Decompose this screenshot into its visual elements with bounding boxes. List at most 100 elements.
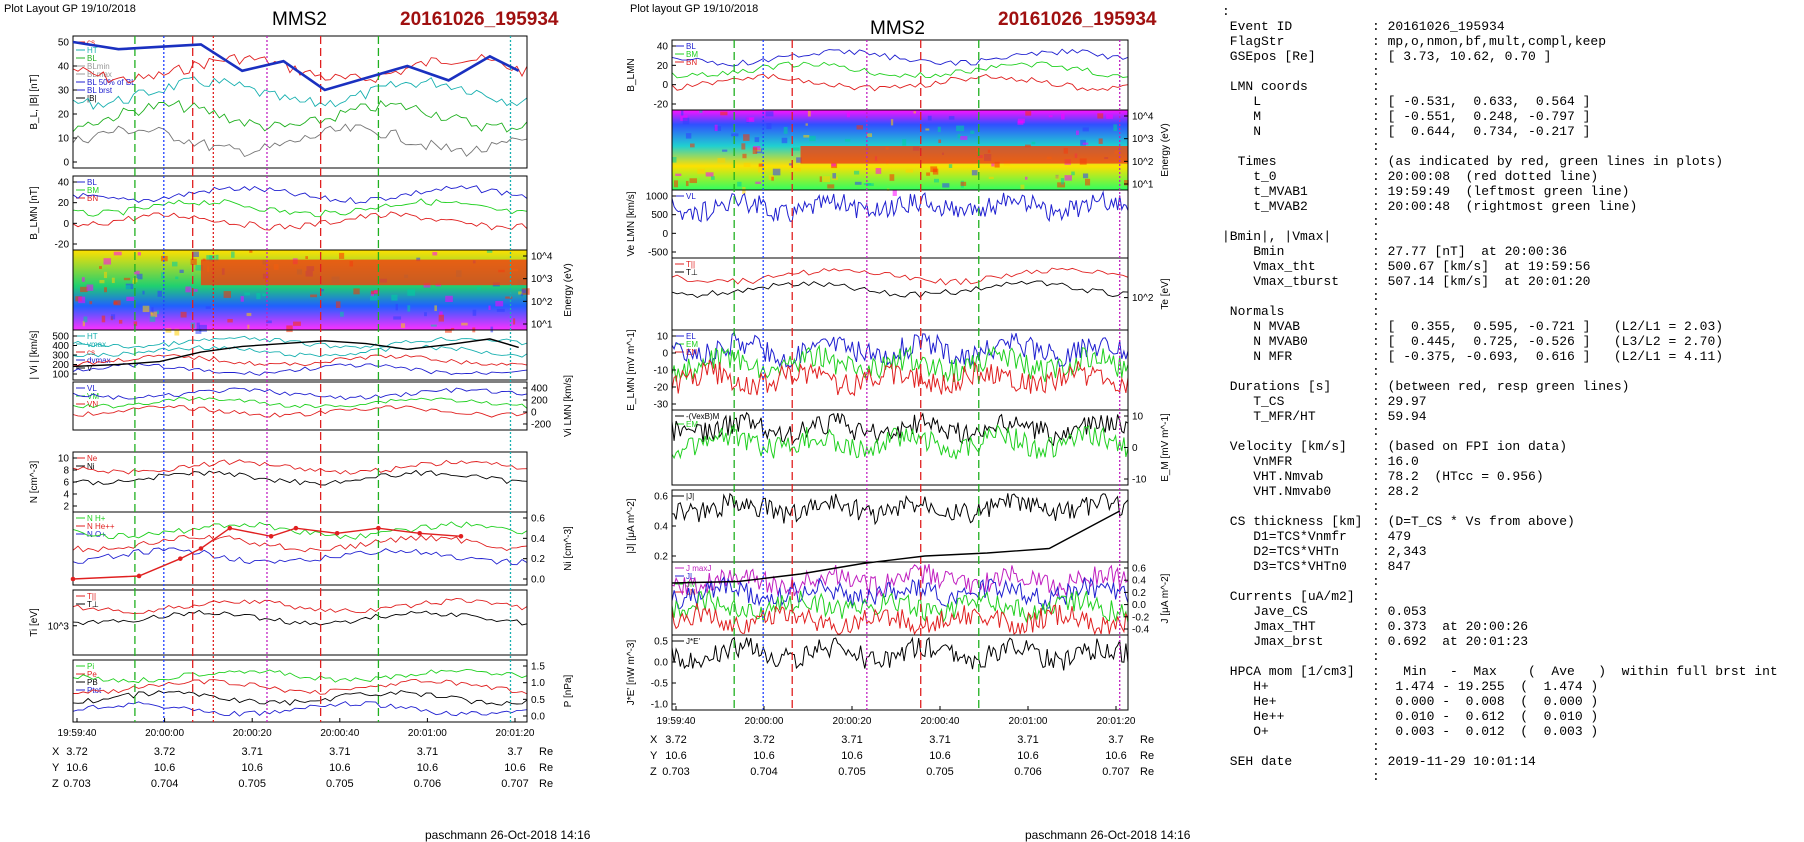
right-legend-entry: JL	[686, 572, 695, 581]
info-row: LMN coords:	[1222, 79, 1802, 94]
info-label: Velocity [km/s]	[1222, 439, 1347, 454]
left-y-tick-label: 0.5	[531, 695, 545, 706]
right-pos-value: 10.6	[753, 750, 774, 762]
info-row: T_CS: 29.97	[1222, 394, 1802, 409]
info-value: : 28.2	[1372, 484, 1419, 499]
left-x-tick-label: 20:00:00	[145, 728, 184, 739]
left-y-tick-label: -20	[55, 240, 70, 251]
info-row: HPCA mom [1/cm3]: Min - Max ( Ave ) with…	[1222, 664, 1802, 679]
left-y-tick-label: 0.0	[531, 712, 545, 723]
right-y-tick-label: 0.2	[654, 552, 668, 563]
left-y-tick-label: 2	[63, 502, 69, 513]
info-label: t_MVAB2	[1222, 199, 1308, 214]
info-label: CS thickness [km]	[1222, 514, 1363, 529]
info-row: VnMFR: 16.0	[1222, 454, 1802, 469]
right-pos-value: 0.704	[750, 766, 778, 778]
info-value: :	[1372, 769, 1380, 784]
left-y-tick-label: 300	[52, 351, 69, 362]
left-trace	[72, 53, 528, 84]
left-pos-value: 0.706	[414, 778, 442, 790]
right-pos-row-label: Y	[650, 750, 658, 762]
info-row: VHT.Nmvab: 78.2 (HTcc = 0.956)	[1222, 469, 1802, 484]
left-y-tick-label: 30	[58, 86, 70, 97]
left-x-tick-label: 20:01:00	[408, 728, 447, 739]
left-y-axis-label: Ni [cm^-3]	[563, 526, 574, 571]
info-row: :	[1222, 364, 1802, 379]
info-label	[1222, 214, 1372, 229]
left-trace	[72, 76, 528, 110]
info-value: : [ 0.644, 0.734, -0.217 ]	[1372, 124, 1591, 139]
left-legend-entry: V	[87, 364, 93, 373]
right-legend-entry: EM	[686, 340, 698, 349]
left-y-tick-label: 0.4	[531, 534, 545, 545]
info-row: GSEpos [Re]: [ 3.73, 10.62, 0.70 ]	[1222, 49, 1802, 64]
left-y-tick-label: 10^1	[531, 320, 553, 331]
right-pos-value: 0.707	[1102, 766, 1130, 778]
right-legend-entry: BM	[686, 50, 698, 59]
info-value: : [ 3.73, 10.62, 0.70 ]	[1372, 49, 1552, 64]
left-trace	[72, 387, 528, 401]
left-legend-entry: HT	[87, 46, 98, 55]
right-pos-value: 10.6	[1017, 750, 1038, 762]
right-y-tick-label: 1000	[646, 192, 669, 203]
right-y-tick-label: -0.4	[1132, 625, 1150, 636]
right-pos-value: 0.703	[662, 766, 690, 778]
right-trace	[671, 563, 1129, 598]
right-legend-entry: JN	[686, 588, 696, 597]
info-value: : [ -0.551, 0.248, -0.797 ]	[1372, 109, 1591, 124]
right-y-tick-label: -20	[654, 383, 669, 394]
right-y-tick-label: 0	[662, 349, 668, 360]
left-series-point	[334, 530, 340, 536]
left-y-axis-label: B_L, |B| [nT]	[29, 74, 40, 129]
left-series-point	[70, 576, 76, 582]
info-row: t_MVAB1: 19:59:49 (leftmost green line)	[1222, 184, 1802, 199]
right-trace	[671, 61, 1129, 79]
right-y-tick-label: 40	[657, 42, 669, 53]
left-y-tick-label: 50	[58, 38, 70, 49]
left-y-tick-label: 6	[63, 478, 69, 489]
info-label: :	[1222, 4, 1230, 19]
info-label: Normals	[1222, 304, 1285, 319]
right-spacecraft-title: MMS2	[870, 18, 925, 39]
left-trace	[72, 701, 528, 717]
left-y-tick-label: 0	[531, 408, 537, 419]
info-label: He++	[1222, 709, 1285, 724]
info-value: : 1.474 - 19.255 ( 1.474 )	[1372, 679, 1599, 694]
right-legend-entry: EM	[686, 420, 698, 429]
left-y-tick-label: 10^4	[531, 252, 553, 263]
info-row: N: [ 0.644, 0.734, -0.217 ]	[1222, 124, 1802, 139]
right-y-tick-label: 0.6	[1132, 564, 1146, 575]
info-row: Vmax_tburst: 507.14 [km/s] at 20:01:20	[1222, 274, 1802, 289]
left-trace	[72, 534, 528, 553]
left-trace	[72, 198, 528, 218]
info-row: :	[1222, 289, 1802, 304]
right-spectrogram-band	[800, 146, 1128, 164]
right-pos-value: 3.71	[1017, 734, 1038, 746]
right-legend-entry: VL	[686, 192, 696, 201]
left-legend-entry: BN	[87, 194, 98, 203]
info-value: : 0.053	[1372, 604, 1427, 619]
info-value: :	[1372, 739, 1380, 754]
info-row: Normals:	[1222, 304, 1802, 319]
info-label: FlagStr	[1222, 34, 1285, 49]
right-pos-unit: Re	[1140, 766, 1154, 778]
info-row: He+: 0.000 - 0.008 ( 0.000 )	[1222, 694, 1802, 709]
left-series-point	[417, 530, 422, 536]
right-pos-value: 10.6	[1105, 750, 1126, 762]
left-legend-entry: VM	[87, 392, 99, 401]
info-value: : Min - Max ( Ave ) within full brst int	[1372, 664, 1778, 679]
left-pos-value: 0.704	[151, 778, 179, 790]
left-y-tick-label: 10^3	[531, 274, 553, 285]
right-footer: paschmann 26-Oct-2018 14:16	[1025, 828, 1191, 842]
right-pos-unit: Re	[1140, 750, 1154, 762]
left-pos-unit: Re	[539, 762, 553, 774]
info-row: VHT.Nmvab0: 28.2	[1222, 484, 1802, 499]
right-trace	[671, 575, 1129, 611]
info-value: :	[1372, 304, 1380, 319]
left-y-tick-label: 40	[58, 62, 70, 73]
info-label	[1222, 64, 1372, 79]
left-y-tick-label: 100	[52, 370, 69, 381]
info-label: N MFR	[1222, 349, 1293, 364]
info-label: Bmin	[1222, 244, 1285, 259]
